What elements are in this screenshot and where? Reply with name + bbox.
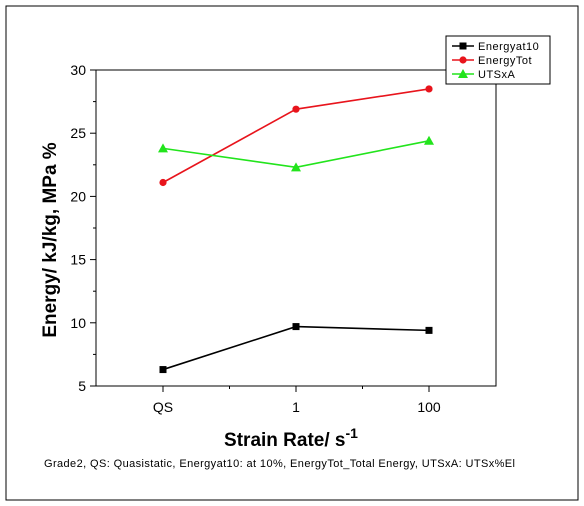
chart-frame — [5, 5, 579, 501]
data-point-utsxa — [291, 162, 301, 172]
y-tick-label: 25 — [70, 125, 86, 141]
y-tick-label: 10 — [70, 315, 86, 331]
legend-marker-energyat10 — [459, 42, 467, 50]
legend-label-energyat10: Energyat10 — [478, 41, 539, 53]
data-point-energyat10 — [159, 366, 167, 374]
legend-marker-energytot — [459, 56, 467, 64]
y-tick-label: 20 — [70, 188, 86, 204]
data-point-energyat10 — [425, 326, 433, 334]
x-tick-label: 1 — [292, 399, 300, 415]
y-axis-label: Energy/ kJ/kg, MPa % — [40, 142, 61, 337]
data-point-energyat10 — [292, 323, 300, 331]
x-tick-label: 100 — [417, 399, 441, 415]
data-point-energytot — [159, 178, 167, 187]
y-tick-label: 30 — [70, 62, 86, 78]
caption: Grade2, QS: Quasistatic, Energyat10: at … — [44, 458, 515, 470]
x-axis-label: Strain Rate/ s-1 — [224, 425, 358, 451]
data-point-utsxa — [424, 135, 434, 145]
legend: Energyat10 EnergyTot UTSxA — [445, 35, 551, 85]
x-axis-label-superscript: -1 — [345, 425, 358, 441]
legend-marker-utsxa — [458, 69, 468, 78]
y-tick-label: 5 — [78, 378, 86, 394]
series-layer — [158, 85, 434, 374]
y-axis: 5 10 15 20 25 30 — [70, 62, 96, 394]
x-tick-label: QS — [153, 399, 173, 415]
data-point-energytot — [292, 105, 300, 113]
y-tick-label: 15 — [70, 252, 86, 268]
data-point-energytot — [425, 85, 433, 93]
legend-label-energytot: EnergyTot — [478, 55, 532, 67]
x-axis: QS 1 100 — [153, 386, 441, 415]
data-point-utsxa — [158, 143, 168, 153]
legend-label-utsxa: UTSxA — [478, 69, 516, 81]
x-axis-label-main: Strain Rate/ s — [224, 430, 345, 451]
